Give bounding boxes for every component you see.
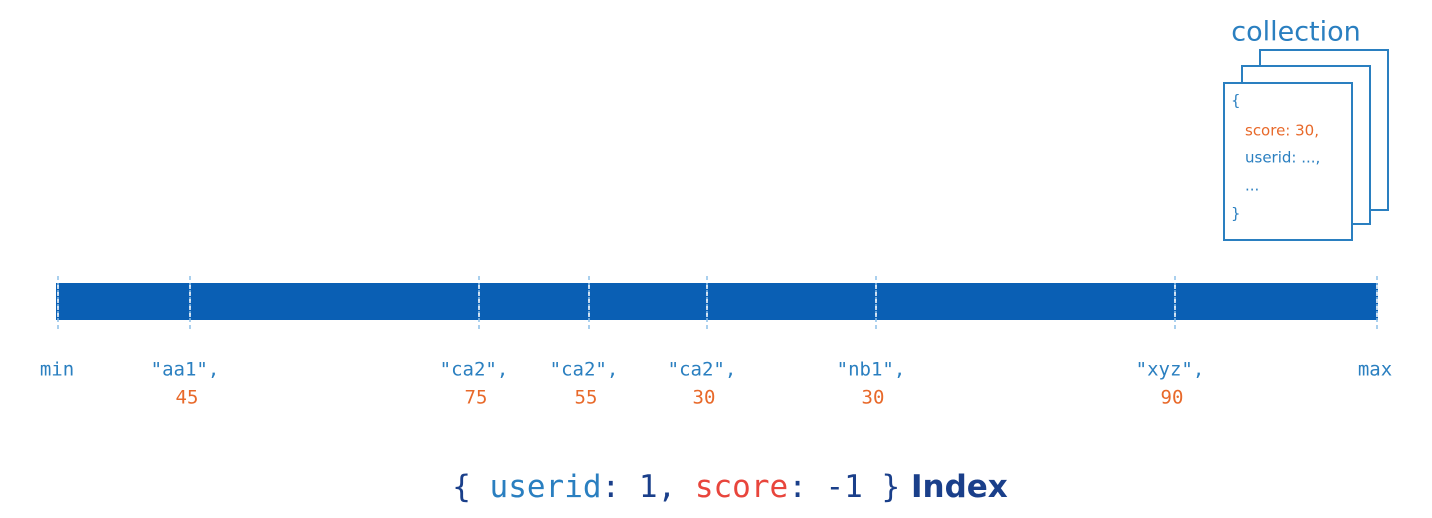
entry-userid: "aa1", (151, 359, 220, 381)
entry-userid: "ca2", (550, 359, 619, 381)
entry-score: 55 (575, 387, 598, 409)
document-card (1223, 82, 1353, 241)
caption: { userid: 1, score: -1 } Index (452, 469, 1008, 505)
caption-label: Index (900, 469, 1008, 505)
entry-score: 45 (176, 387, 199, 409)
index-bar (56, 283, 1378, 320)
caption-spec: : 1, (602, 469, 695, 505)
document-line: ... (1245, 177, 1259, 195)
entry-userid: "xyz", (1136, 359, 1205, 381)
max-label: max (1358, 359, 1392, 381)
entry-score: 30 (862, 387, 885, 409)
caption-field: score (695, 469, 788, 505)
document-line: { (1231, 92, 1241, 110)
caption-spec: : -1 } (788, 469, 900, 505)
document-line: } (1231, 205, 1241, 223)
document-stack (1223, 49, 1389, 241)
index-ticks (57, 276, 1378, 330)
document-body: { score: 30, userid: ..., ... } (1231, 92, 1320, 223)
index-labels: min max "aa1", 45 "ca2", 75 "ca2", 55 "ca2", 30… (40, 359, 1392, 409)
min-label: min (40, 359, 74, 381)
entry-userid: "nb1", (837, 359, 906, 381)
caption-brace: { (452, 469, 489, 505)
entry-score: 30 (693, 387, 716, 409)
entry-score: 75 (465, 387, 488, 409)
entry-score: 90 (1161, 387, 1184, 409)
caption-field: userid (490, 469, 602, 505)
document-line: score: 30, (1245, 122, 1319, 140)
document-line: userid: ..., (1245, 149, 1320, 167)
entry-userid: "ca2", (440, 359, 509, 381)
collection-title: collection (1231, 17, 1361, 48)
entry-userid: "ca2", (668, 359, 737, 381)
